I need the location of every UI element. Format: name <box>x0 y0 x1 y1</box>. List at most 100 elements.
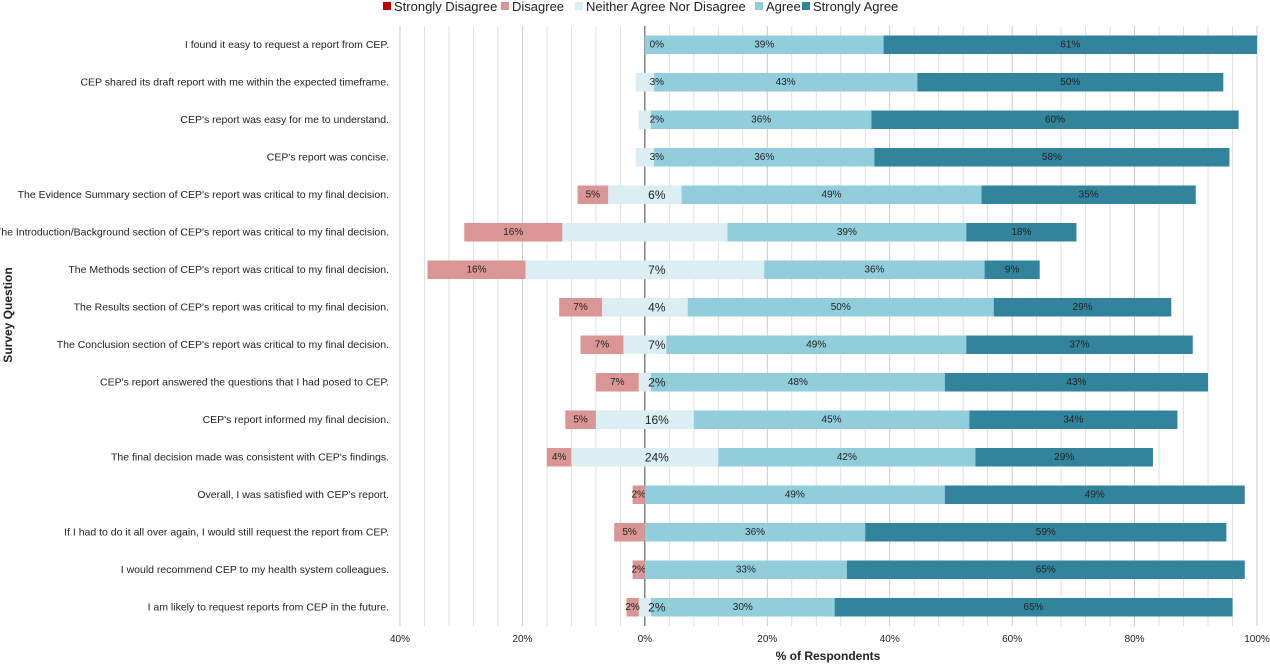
legend-entry: Strongly Disagree <box>394 0 497 14</box>
bar-label-strongly-agree: 60% <box>1045 114 1065 125</box>
bar-label-strongly-agree: 34% <box>1063 414 1083 425</box>
bar-neither <box>638 110 651 129</box>
bar-disagree <box>546 448 572 467</box>
bar-agree <box>654 148 875 167</box>
bar-agree <box>687 298 994 317</box>
bar-neither <box>562 223 728 242</box>
bar-strongly-agree <box>944 373 1209 392</box>
bar-label-agree: 48% <box>788 377 808 388</box>
bar-label-strongly-agree: 35% <box>1079 189 1099 200</box>
bar-strongly-agree <box>871 110 1239 129</box>
bar-strongly-agree <box>966 223 1077 242</box>
bar-label-agree: 49% <box>822 189 842 200</box>
legend-swatch <box>802 2 810 10</box>
question-label: The Evidence Summary section of CEP's re… <box>18 189 389 201</box>
bar-label-disagree: 5% <box>622 527 637 538</box>
bar-disagree <box>427 260 526 279</box>
bar-agree <box>644 560 847 579</box>
bar-label-agree: 36% <box>745 527 765 538</box>
legend-entry: Neither Agree Nor Disagree <box>586 0 746 14</box>
bar-label-disagree: 5% <box>586 189 601 200</box>
bars: 0% 39% 61% 3% 43% 50% 2% 36% 60% 3% 36% 58% 5% 6% 49% 3… <box>427 35 1257 617</box>
legend-swatch <box>575 2 583 10</box>
bar-label-neither: 2% <box>648 600 666 614</box>
bar-label-disagree: 7% <box>595 339 610 350</box>
bar-label-agree: 36% <box>751 114 771 125</box>
bar-label-strongly-agree: 50% <box>1060 77 1080 88</box>
bar-label-agree: 43% <box>776 77 796 88</box>
bar-strongly-agree <box>966 335 1193 354</box>
bar-label-strongly-agree: 49% <box>1085 489 1105 500</box>
bar-label-disagree: 7% <box>573 302 588 313</box>
bar-label-strongly-agree: 29% <box>1073 302 1093 313</box>
bar-agree <box>681 185 982 204</box>
bar-agree <box>693 410 970 429</box>
bar-disagree <box>632 560 645 579</box>
bar-label-strongly-agree: 43% <box>1066 377 1086 388</box>
bar-agree <box>650 110 872 129</box>
x-tick-label: 40% <box>390 634 410 645</box>
x-tick-label: 40% <box>880 634 900 645</box>
question-label: Overall, I was satisfied with CEP's repo… <box>197 489 389 501</box>
bar-neither <box>571 448 719 467</box>
bar-disagree <box>626 598 639 617</box>
bar-disagree <box>565 410 596 429</box>
legend-entry: Agree <box>766 0 801 14</box>
x-tick-label: 20% <box>757 634 777 645</box>
bar-label-agree: 45% <box>822 414 842 425</box>
bar-label-disagree: 4% <box>552 452 567 463</box>
bar-agree <box>644 523 866 542</box>
question-label: If I had to do it all over again, I woul… <box>64 526 389 538</box>
bar-neither <box>635 73 655 92</box>
bar-agree <box>644 485 945 504</box>
bar-strongly-agree <box>917 73 1224 92</box>
question-label: CEP's report informed my final decision. <box>203 414 389 426</box>
bar-strongly-agree <box>865 523 1227 542</box>
bar-label-neither: 7% <box>648 338 666 352</box>
bar-label-disagree: 7% <box>610 377 625 388</box>
bar-label-strongly-agree: 37% <box>1069 339 1089 350</box>
bar-label-disagree: 2% <box>632 489 647 500</box>
bar-label-strongly-agree: 65% <box>1024 602 1044 613</box>
bar-label-disagree: 16% <box>503 227 523 238</box>
bar-agree <box>654 73 918 92</box>
bar-label-agree: 36% <box>754 152 774 163</box>
question-label: The final decision made was consistent w… <box>111 451 389 463</box>
bar-agree <box>650 373 945 392</box>
bar-agree <box>764 260 985 279</box>
bar-disagree <box>580 335 624 354</box>
legend-swatch <box>755 2 763 10</box>
bar-label-strongly-agree: 61% <box>1060 39 1080 50</box>
bar-label-agree: 49% <box>785 489 805 500</box>
bar-label-agree: 49% <box>806 339 826 350</box>
bar-label-neither: 3% <box>650 77 665 88</box>
bar-label-agree: 36% <box>864 264 884 275</box>
question-label: I would recommend CEP to my health syste… <box>121 564 389 576</box>
legend-entry: Disagree <box>512 0 564 14</box>
bar-neither <box>635 148 655 167</box>
bar-label-neither: 24% <box>645 450 669 464</box>
bar-agree <box>718 448 976 467</box>
bar-agree <box>644 35 884 54</box>
question-label: CEP shared its draft report with me with… <box>80 76 389 88</box>
bar-disagree <box>577 185 609 204</box>
legend-swatch <box>501 2 509 10</box>
bar-strongly-agree <box>969 410 1178 429</box>
bar-strongly-agree <box>944 485 1245 504</box>
x-tick-label: 60% <box>1002 634 1022 645</box>
bar-label-strongly-agree: 59% <box>1036 527 1056 538</box>
x-tick-label: 0% <box>638 634 653 645</box>
bar-disagree <box>595 373 639 392</box>
bar-strongly-agree <box>874 148 1230 167</box>
x-axis-ticks: 40% 20% 0% 20% 40% 60% 80% 100% <box>390 634 1270 645</box>
bar-disagree <box>464 223 563 242</box>
bar-strongly-agree <box>883 35 1257 54</box>
bar-disagree <box>559 298 603 317</box>
bar-neither <box>525 260 765 279</box>
bar-label-neither: 3% <box>650 152 665 163</box>
bar-label-agree: 42% <box>837 452 857 463</box>
legend-entry: Strongly Agree <box>813 0 898 14</box>
question-label: CEP's report was concise. <box>267 151 389 163</box>
bar-label-agree: 39% <box>754 39 774 50</box>
